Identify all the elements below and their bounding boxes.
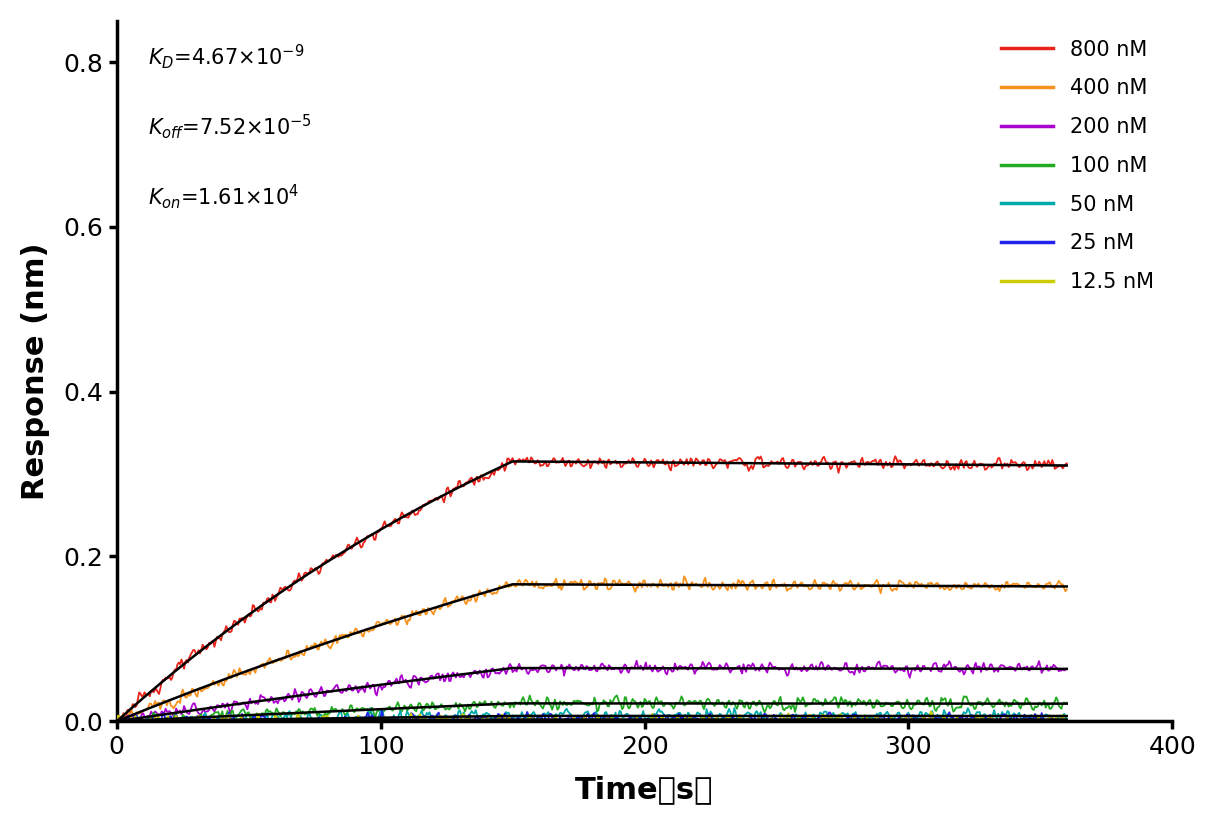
X-axis label: Time（s）: Time（s） [576, 776, 713, 804]
Text: $K_D$=4.67×10$^{-9}$: $K_D$=4.67×10$^{-9}$ [148, 42, 304, 71]
Legend: 800 nM, 400 nM, 200 nM, 100 nM, 50 nM, 25 nM, 12.5 nM: 800 nM, 400 nM, 200 nM, 100 nM, 50 nM, 2… [992, 31, 1162, 300]
Y-axis label: Response (nm): Response (nm) [21, 243, 50, 500]
Text: $K_{off}$=7.52×10$^{-5}$: $K_{off}$=7.52×10$^{-5}$ [148, 112, 313, 141]
Text: $K_{on}$=1.61×10$^{4}$: $K_{on}$=1.61×10$^{4}$ [148, 182, 299, 210]
